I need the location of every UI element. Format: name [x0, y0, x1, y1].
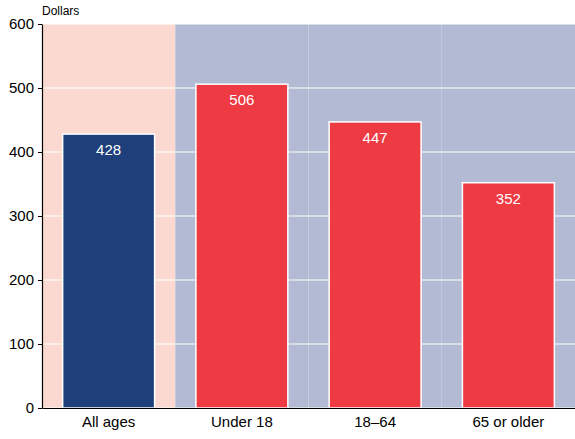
band-background — [309, 24, 442, 408]
grid-line — [42, 87, 575, 88]
y-tick-label: 200 — [9, 271, 34, 288]
chart-svg: 428 506 447 352 0 100 200 300 400 500 600 All ages U… — [0, 0, 575, 439]
plot: 428 506 447 352 0 100 200 300 400 500 600 All ages U… — [9, 15, 575, 429]
y-tick-mark — [38, 24, 42, 25]
y-tick-label: 400 — [9, 143, 34, 160]
y-tick-label: 100 — [9, 335, 34, 352]
data-label: 447 — [363, 129, 388, 146]
bars — [63, 84, 555, 408]
chart-container: 428 506 447 352 0 100 200 300 400 500 600 All ages U… — [0, 0, 575, 439]
y-axis-title: Dollars — [42, 4, 79, 18]
x-tick: 65 or older — [473, 408, 545, 430]
y-tick: 400 — [9, 143, 42, 160]
grid — [42, 24, 575, 408]
x-tick: All ages — [82, 408, 135, 430]
x-tick-label: 18–64 — [354, 413, 396, 430]
y-tick-mark — [38, 408, 42, 409]
y-tick: 500 — [9, 79, 42, 96]
data-label: 428 — [96, 141, 121, 158]
y-tick-mark — [38, 216, 42, 217]
x-tick: Under 18 — [211, 408, 273, 430]
bar — [329, 122, 421, 408]
band-background — [42, 24, 175, 408]
data-label: 352 — [496, 190, 521, 207]
y-tick-mark — [38, 280, 42, 281]
grid-line — [42, 23, 575, 24]
y-tick: 100 — [9, 335, 42, 352]
y-tick-mark — [38, 152, 42, 153]
x-tick-label: All ages — [82, 413, 135, 430]
y-tick-label: 300 — [9, 207, 34, 224]
x-tick-label: Under 18 — [211, 413, 273, 430]
backgrounds — [42, 24, 575, 408]
band-background — [175, 24, 308, 408]
band-background — [442, 24, 575, 408]
x-axis: All ages Under 18 18–64 65 or older — [43, 408, 575, 430]
data-labels: 428 506 447 352 — [96, 91, 521, 207]
y-tick: 600 — [9, 15, 42, 32]
y-tick: 300 — [9, 207, 42, 224]
y-axis-line — [42, 25, 43, 409]
y-tick-label: 500 — [9, 79, 34, 96]
bar — [462, 183, 554, 408]
y-tick-label: 0 — [26, 399, 34, 416]
y-tick-label: 600 — [9, 15, 34, 32]
x-tick: 18–64 — [354, 408, 396, 430]
y-tick: 200 — [9, 271, 42, 288]
y-axis: 0 100 200 300 400 500 600 — [9, 15, 43, 416]
y-tick: 0 — [26, 399, 42, 416]
x-tick-label: 65 or older — [473, 413, 545, 430]
y-tick-mark — [38, 344, 42, 345]
bar — [196, 84, 288, 408]
data-label: 506 — [229, 91, 254, 108]
y-tick-mark — [38, 88, 42, 89]
x-axis-line — [43, 408, 575, 409]
bar — [63, 134, 155, 408]
